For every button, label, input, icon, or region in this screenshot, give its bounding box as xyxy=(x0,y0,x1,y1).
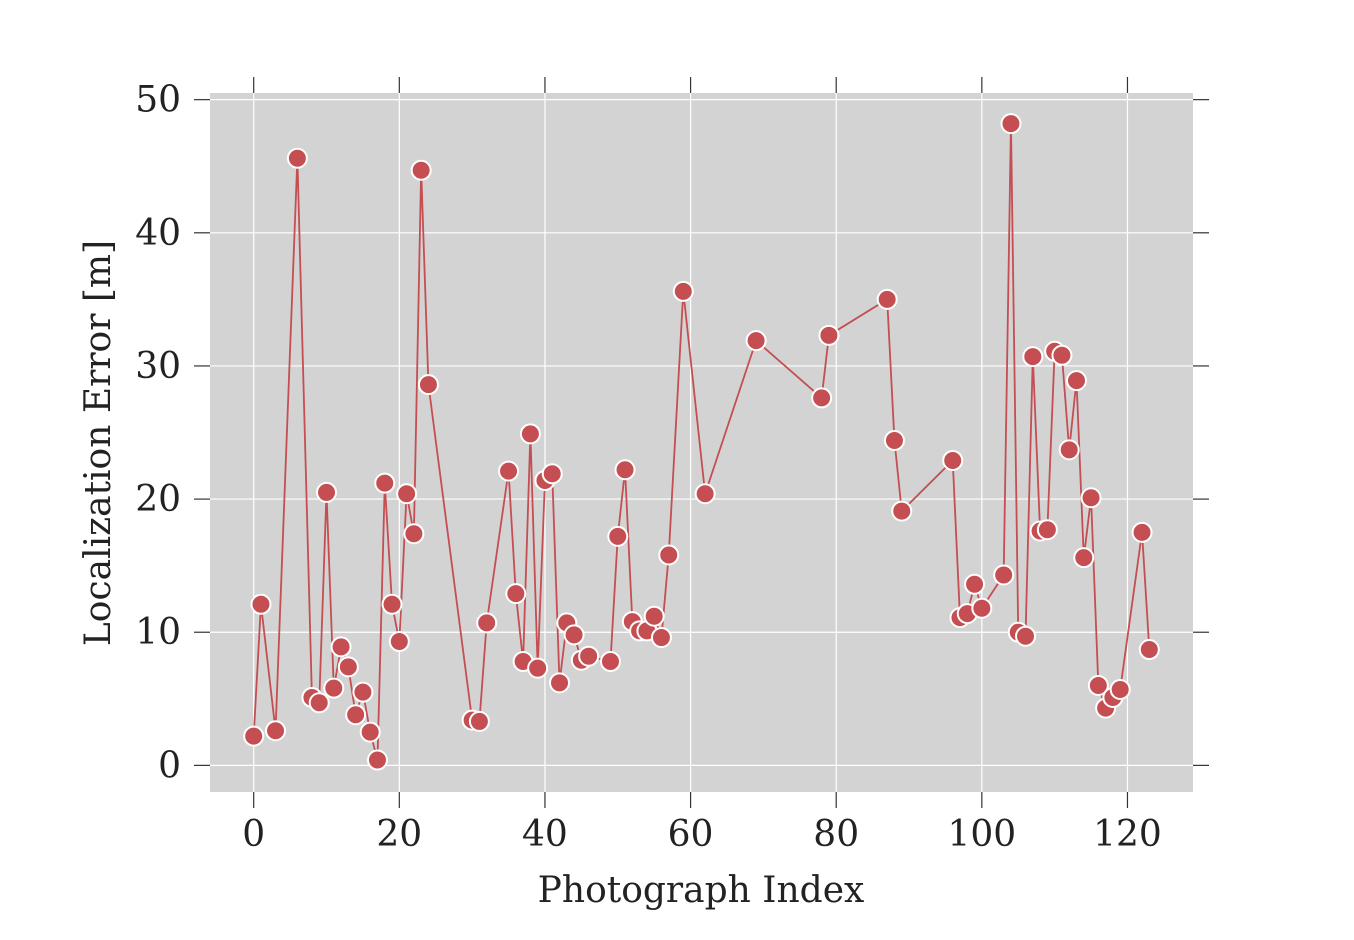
data-point xyxy=(883,430,905,452)
data-point xyxy=(658,544,680,566)
data-point xyxy=(330,636,352,658)
data-point xyxy=(410,159,432,181)
data-point xyxy=(541,463,563,485)
data-point xyxy=(942,449,964,471)
y-tick-label: 50 xyxy=(135,80,181,121)
data-point xyxy=(1000,113,1022,135)
data-point xyxy=(549,672,571,694)
data-point xyxy=(388,631,410,653)
data-point xyxy=(1022,346,1044,368)
data-point xyxy=(417,374,439,396)
y-tick-label: 20 xyxy=(135,479,181,520)
x-tick-label: 60 xyxy=(668,814,714,855)
data-point xyxy=(964,573,986,595)
data-point xyxy=(971,597,993,619)
data-point xyxy=(643,605,665,627)
data-point xyxy=(1087,674,1109,696)
x-tick-label: 120 xyxy=(1093,814,1162,855)
data-point xyxy=(527,657,549,679)
x-tick-label: 100 xyxy=(947,814,1016,855)
data-point xyxy=(1065,370,1087,392)
data-point xyxy=(476,612,498,634)
series-error xyxy=(243,113,1160,771)
tick-labels: 0 20 40 60 80 100 120 0 10 20 30 40 50 xyxy=(135,80,1162,855)
data-point xyxy=(243,725,265,747)
data-point xyxy=(891,500,913,522)
y-tick-label: 30 xyxy=(135,346,181,387)
data-point xyxy=(316,481,338,503)
data-point xyxy=(1051,344,1073,366)
data-point xyxy=(1073,547,1095,569)
y-tick-label: 40 xyxy=(135,213,181,254)
plot-background xyxy=(210,93,1193,792)
data-point xyxy=(1131,521,1153,543)
data-point xyxy=(265,720,287,742)
data-point xyxy=(505,583,527,605)
x-axis-label: Photograph Index xyxy=(538,870,865,911)
x-tick-label: 80 xyxy=(813,814,859,855)
data-point xyxy=(468,710,490,732)
data-point xyxy=(650,627,672,649)
data-point xyxy=(745,330,767,352)
x-tick-label: 0 xyxy=(242,814,265,855)
data-point xyxy=(519,423,541,445)
data-point xyxy=(381,593,403,615)
data-point xyxy=(359,721,381,743)
data-point xyxy=(396,483,418,505)
data-point xyxy=(578,645,600,667)
data-point xyxy=(1058,439,1080,461)
data-point xyxy=(250,593,272,615)
data-point xyxy=(672,280,694,302)
data-point xyxy=(352,681,374,703)
x-tick-label: 40 xyxy=(522,814,568,855)
data-point xyxy=(403,523,425,545)
data-point xyxy=(607,525,629,547)
data-point xyxy=(811,387,833,409)
y-axis-label: Localization Error [m] xyxy=(78,240,119,646)
data-point xyxy=(374,472,396,494)
data-point xyxy=(614,459,636,481)
data-point xyxy=(286,147,308,169)
y-tick-label: 10 xyxy=(135,612,181,653)
data-point xyxy=(818,324,840,346)
data-point xyxy=(1109,678,1131,700)
data-point xyxy=(1138,639,1160,661)
data-point xyxy=(599,651,621,673)
axis-ticks xyxy=(194,77,1209,808)
data-point xyxy=(337,656,359,678)
data-point xyxy=(1015,625,1037,647)
y-tick-label: 0 xyxy=(158,745,181,786)
x-tick-label: 20 xyxy=(376,814,422,855)
data-point xyxy=(876,288,898,310)
data-point xyxy=(694,483,716,505)
data-point xyxy=(993,564,1015,586)
data-point xyxy=(563,624,585,646)
data-point xyxy=(1080,487,1102,509)
data-point xyxy=(366,749,388,771)
data-point xyxy=(308,692,330,714)
data-point xyxy=(498,460,520,482)
data-point xyxy=(323,677,345,699)
data-point xyxy=(345,704,367,726)
data-point xyxy=(1036,519,1058,541)
